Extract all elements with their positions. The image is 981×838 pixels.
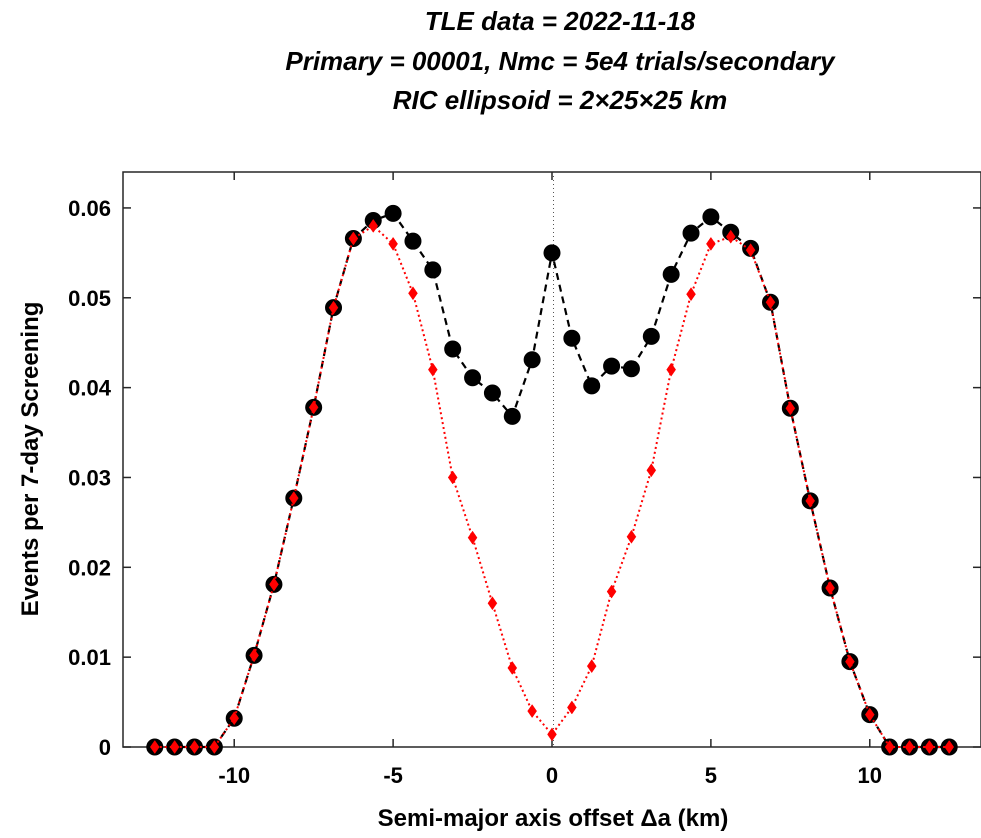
y-tick-label: 0.06 xyxy=(68,196,111,221)
data-point xyxy=(507,660,518,675)
data-point xyxy=(464,369,482,387)
data-point xyxy=(289,491,299,506)
y-tick-label: 0.03 xyxy=(68,465,111,490)
x-tick-label: 10 xyxy=(858,763,882,788)
data-point xyxy=(249,648,259,663)
data-point xyxy=(646,463,657,478)
data-point xyxy=(229,711,240,726)
data-point xyxy=(527,704,537,719)
series-2-line xyxy=(154,224,950,748)
data-point xyxy=(328,300,339,315)
data-point xyxy=(408,286,418,301)
data-point xyxy=(606,584,617,599)
data-point xyxy=(725,229,736,244)
y-tick-label: 0.01 xyxy=(68,645,111,670)
data-point xyxy=(169,740,180,754)
y-axis-ticks: 0 0.01 0.02 0.03 0.04 0.05 0.06 xyxy=(68,196,981,760)
y-tick-label: 0 xyxy=(99,735,111,760)
data-point xyxy=(626,529,637,544)
data-point xyxy=(702,208,720,226)
data-point xyxy=(686,287,696,302)
data-point xyxy=(269,577,279,592)
data-point xyxy=(845,654,855,669)
y-tick-label: 0.04 xyxy=(68,376,112,401)
data-point xyxy=(543,244,561,262)
x-tick-label: 5 xyxy=(705,763,717,788)
data-point xyxy=(424,261,442,279)
data-point xyxy=(467,530,478,545)
data-point xyxy=(388,236,398,251)
data-point xyxy=(209,740,220,754)
data-point xyxy=(563,329,581,347)
data-point xyxy=(765,295,776,310)
data-point xyxy=(583,377,601,395)
series-1-line xyxy=(154,212,950,749)
series-1 xyxy=(146,204,958,756)
chart-titles: TLE data = 2022-11-18 Primary = 00001, N… xyxy=(285,6,836,115)
y-tick-label: 0.02 xyxy=(68,555,111,580)
data-point xyxy=(706,236,716,251)
data-point xyxy=(825,581,835,595)
data-point xyxy=(404,232,422,250)
x-tick-label: -5 xyxy=(383,763,403,788)
data-point xyxy=(567,700,577,715)
chart-title-line-2: Primary = 00001, Nmc = 5e4 trials/second… xyxy=(285,46,836,76)
x-tick-label: -10 xyxy=(218,763,250,788)
data-point xyxy=(483,384,501,402)
data-point xyxy=(428,362,438,377)
data-point xyxy=(904,740,915,754)
data-point xyxy=(189,740,200,754)
data-point xyxy=(308,400,319,415)
series-2 xyxy=(149,218,955,754)
series-layer xyxy=(146,204,958,756)
data-point xyxy=(884,740,895,754)
data-point xyxy=(348,231,359,246)
data-point xyxy=(547,727,557,742)
data-point xyxy=(682,224,700,242)
data-point xyxy=(368,218,379,233)
chart-title-line-1: TLE data = 2022-11-18 xyxy=(425,6,696,36)
data-point xyxy=(864,707,875,722)
data-point xyxy=(785,401,796,416)
x-axis-label: Semi-major axis offset Δa (km) xyxy=(378,805,729,832)
data-point xyxy=(487,596,498,611)
x-tick-label: 0 xyxy=(546,763,558,788)
data-point xyxy=(745,243,756,258)
chart-title-line-3: RIC ellipsoid = 2×25×25 km xyxy=(393,85,728,115)
data-point xyxy=(603,357,621,375)
data-point xyxy=(149,740,160,754)
data-point xyxy=(944,740,955,754)
data-point xyxy=(444,340,462,358)
y-axis-label: Events per 7-day Screening xyxy=(17,302,44,617)
data-point xyxy=(586,659,597,674)
data-point xyxy=(666,362,676,377)
x-axis-ticks: -10 -5 0 5 10 xyxy=(218,172,882,788)
data-point xyxy=(805,493,815,508)
data-point xyxy=(622,360,640,378)
data-point xyxy=(523,351,541,369)
data-point xyxy=(924,740,935,754)
data-point xyxy=(447,470,458,485)
data-point xyxy=(662,265,680,283)
y-tick-label: 0.05 xyxy=(68,286,111,311)
data-point xyxy=(503,407,521,425)
data-point xyxy=(642,327,660,345)
data-point xyxy=(384,204,402,222)
